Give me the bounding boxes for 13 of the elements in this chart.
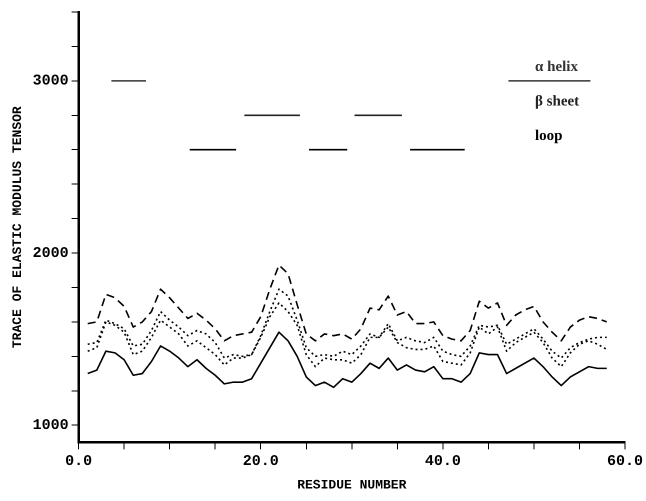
x-tick-label: 40.0 [424,453,461,470]
x-tick-label: 20.0 [242,453,279,470]
line-series [86,264,608,342]
x-tick-label: 60.0 [606,453,644,470]
y-tick-label: 1000 [32,416,69,434]
text: β sheet [534,94,580,110]
x-axis-title: RESIDUE NUMBER [297,477,407,492]
x-tick-label: 0.0 [65,453,92,470]
y-axis-title: TRACE OF ELASTIC MODULUS TENSOR [10,106,26,348]
y-tick-label: 3000 [32,72,69,90]
text: loop [534,128,563,144]
y-tick-label: 2000 [32,244,69,262]
series-label: α helix [534,59,578,76]
